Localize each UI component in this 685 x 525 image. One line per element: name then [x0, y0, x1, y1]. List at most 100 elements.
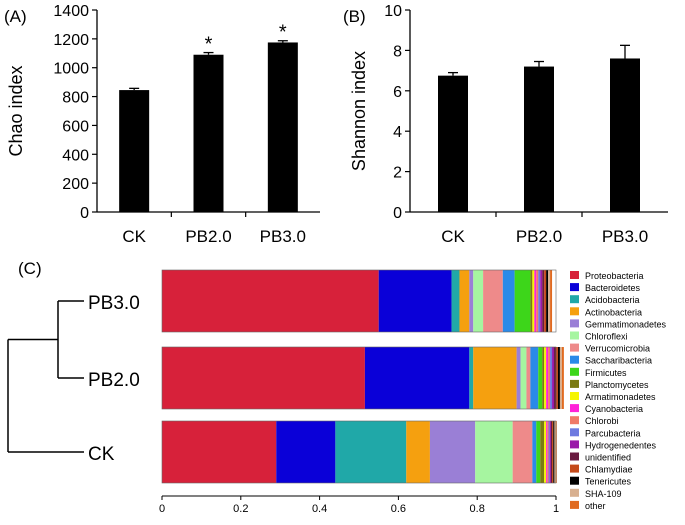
legend-swatch	[570, 440, 579, 449]
y-axis-label: Shannon index	[349, 51, 369, 171]
stacked-bar-segment	[459, 270, 470, 332]
x-tick-label: PB3.0	[260, 227, 306, 246]
x-tick-label: 0.2	[233, 503, 248, 515]
significance-marker: *	[279, 22, 287, 44]
legend-label: Chlamydiae	[585, 465, 633, 475]
y-tick-label: 0	[80, 205, 89, 222]
stacked-bar-segment	[276, 421, 336, 483]
stacked-bar-segment	[514, 270, 531, 332]
stacked-bar-segment	[553, 421, 555, 483]
y-tick-label: 2	[393, 165, 402, 182]
stacked-bar-segment	[540, 421, 545, 483]
legend-swatch	[570, 343, 579, 352]
stacked-bar-segment	[557, 347, 560, 409]
stacked-bar-segment	[534, 270, 537, 332]
stacked-bar-segment	[542, 347, 545, 409]
stacked-bar-segment	[546, 421, 548, 483]
legend-label: Planctomycetes	[585, 380, 649, 390]
legend-swatch	[570, 428, 579, 437]
row-label: PB2.0	[88, 370, 140, 391]
stacked-bar-segment	[473, 347, 517, 409]
legend-swatch	[570, 307, 579, 316]
stacked-bar-segment	[548, 347, 551, 409]
stacked-bar-segment	[548, 270, 551, 332]
legend-label: Verrucomicrobia	[585, 344, 650, 354]
bar	[119, 90, 150, 212]
bar	[438, 75, 468, 213]
legend-label: Parcubacteria	[585, 428, 641, 438]
bar-outline	[161, 420, 557, 484]
y-tick-label: 200	[62, 176, 89, 193]
stacked-bar-segment	[526, 347, 531, 409]
panel-a-chao: (A) Chao index 0 200 400 600 800 1000 1200 1400 CK…	[4, 3, 320, 246]
stacked-bar-segment	[469, 270, 474, 332]
row-label: CK	[88, 444, 115, 465]
legend-label: Gemmatimonadetes	[585, 319, 667, 329]
stacked-bar-segment	[451, 270, 460, 332]
legend-swatch	[570, 452, 579, 461]
y-tick-label: 1000	[53, 61, 89, 78]
x-tick-label: PB2.0	[516, 227, 562, 246]
stacked-bar-segment	[335, 421, 407, 483]
stacked-bar-segment	[473, 270, 484, 332]
legend-swatch	[570, 464, 579, 473]
stacked-bar-segment	[549, 421, 551, 483]
stacked-bar-segment	[547, 421, 549, 483]
stacked-bar-segment	[550, 421, 553, 483]
stacked-bar-segment	[532, 270, 535, 332]
panel-label: (B)	[343, 7, 366, 26]
bar-outline	[161, 269, 557, 333]
legend-swatch	[570, 404, 579, 413]
stacked-bar-segment	[406, 421, 430, 483]
x-tick-label: 0.8	[470, 503, 485, 515]
stacked-bar-segment	[550, 270, 553, 332]
x-tick-label: CK	[122, 227, 146, 246]
bar-outline	[161, 346, 557, 410]
stacked-bar-segment	[516, 347, 521, 409]
legend-swatch	[570, 331, 579, 340]
stacked-bar-segment	[538, 347, 543, 409]
stacked-bar-segment	[556, 347, 558, 409]
legend-swatch	[570, 488, 579, 497]
stacked-bar-segment	[554, 421, 556, 483]
x-tick-label: 0.4	[312, 503, 327, 515]
x-tick-label: PB3.0	[602, 227, 648, 246]
legend-swatch	[570, 319, 579, 328]
y-tick-label: 400	[62, 147, 89, 164]
stacked-bar-segment	[532, 421, 537, 483]
legend-swatch	[570, 283, 579, 292]
stacked-bar-segment	[544, 270, 547, 332]
legend-label: other	[585, 501, 606, 511]
stacked-bar-segment	[475, 421, 513, 483]
panel-label: (A)	[4, 7, 27, 26]
bar	[524, 66, 554, 212]
stacked-bar-segment	[530, 270, 533, 332]
stacked-bar-segment	[483, 270, 503, 332]
stacked-bar-segment	[540, 270, 543, 332]
bar	[267, 42, 298, 212]
x-tick-label: PB2.0	[185, 227, 231, 246]
stacked-bar-segment	[512, 421, 533, 483]
panel-label: (C)	[18, 259, 42, 278]
stacked-bar-segment	[538, 270, 541, 332]
stacked-bar-segment	[162, 347, 365, 409]
x-tick-label: 0	[159, 503, 165, 515]
legend-label: Tenericutes	[585, 477, 632, 487]
y-tick-label: 600	[62, 118, 89, 135]
stacked-bar-segment	[162, 270, 379, 332]
bar	[193, 54, 224, 212]
legend-label: Cyanobacteria	[585, 404, 643, 414]
stacked-bar-segment	[429, 421, 476, 483]
legend-label: unidentified	[585, 453, 631, 463]
legend-swatch	[570, 392, 579, 400]
stacked-bar-segment	[364, 347, 470, 409]
stacked-bar-segment	[544, 421, 547, 483]
stacked-bar-segment	[536, 270, 539, 332]
stacked-bar-segment	[550, 347, 553, 409]
legend-swatch	[570, 295, 579, 304]
stacked-bar-segment	[561, 347, 564, 409]
stacked-bar-segment	[546, 270, 549, 332]
x-tick-label: CK	[441, 227, 465, 246]
